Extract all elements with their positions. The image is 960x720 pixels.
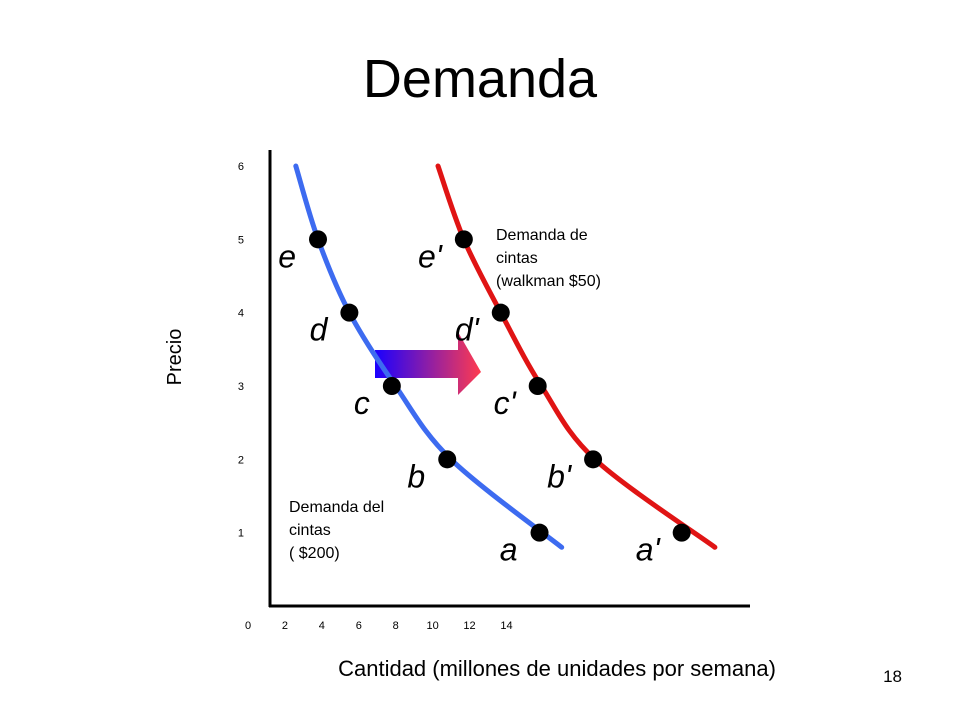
demand-shift-arrow [375,332,481,395]
y-tick-label: 1 [238,528,244,540]
demand-curves [293,163,718,550]
shifted-point-marker [454,230,473,249]
original-point-label: e [278,238,296,274]
x-tick-label: 4 [319,620,325,632]
page-number: 18 [883,667,902,686]
demand-points: e d c b a e' d' c' b' a' [278,230,691,568]
y-tick-label: 3 [238,381,244,393]
shifted-point-label: d' [455,312,481,348]
x-tick-label: 12 [463,620,475,632]
page-title: Demanda [362,49,598,109]
x-tick-label: 2 [282,620,288,632]
original-point-marker [382,377,401,395]
shifted-series-label-line: cintas [496,250,538,267]
x-tick-label: 14 [500,620,512,632]
original-point-marker [309,230,327,249]
shifted-series-label-line: (walkman $50) [496,273,601,290]
original-point-label: a [500,532,518,568]
original-point-label: d [310,312,329,348]
shifted-point-marker [528,377,547,395]
original-point-marker [530,523,549,542]
original-point-marker [340,303,359,322]
x-axis-label: Cantidad (millones de unidades por seman… [338,656,776,681]
shifted-point-marker [491,303,510,322]
x-tick-label: 8 [393,620,399,632]
shifted-point-label: c' [494,385,518,421]
shifted-point-marker [584,450,603,469]
y-tick-label: 2 [238,454,244,466]
shifted-point-label: a' [636,532,662,568]
x-tick-label: 0 [245,620,251,632]
original-series-label-line: Demanda del [289,499,384,516]
y-tick-labels: 1 2 3 4 5 6 [238,161,244,540]
original-series-label-line: cintas [289,522,331,539]
original-point-label: c [354,385,370,421]
shifted-demand-curve [435,163,718,550]
axes-group [268,150,750,608]
y-tick-label: 4 [238,308,244,320]
original-point-label: b [407,458,425,494]
shifted-point-label: e' [418,238,444,274]
x-tick-label: 10 [426,620,438,632]
shifted-series-label-line: Demanda de [496,227,588,244]
original-series-label-line: ( $200) [289,545,340,562]
y-tick-label: 6 [238,161,244,173]
curve-labels: Demanda del cintas ( $200) Demanda de cintas… [289,227,601,562]
original-point-marker [438,450,457,469]
y-tick-label: 5 [238,234,244,246]
shifted-point-marker [672,523,691,542]
x-tick-label: 6 [356,620,362,632]
shifted-point-label: b' [547,458,573,494]
y-axis-label: Precio [164,329,186,386]
x-tick-labels: 0 2 4 6 8 10 12 14 [245,620,513,632]
